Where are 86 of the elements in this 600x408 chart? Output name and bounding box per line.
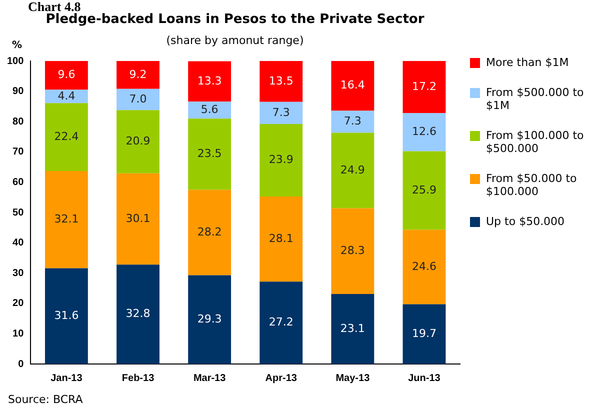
data-label: 23.1	[340, 322, 365, 335]
data-label: 23.5	[197, 147, 222, 160]
data-label: 16.4	[340, 78, 365, 92]
y-tick-label: 70	[12, 146, 24, 158]
bar	[188, 102, 232, 119]
y-axis-title: %	[12, 40, 22, 51]
bar	[188, 118, 232, 190]
data-label: 22.4	[54, 130, 79, 143]
y-tick-label: 100	[6, 56, 24, 67]
data-label: 23.9	[268, 153, 294, 166]
y-tick-label: 30	[12, 268, 24, 279]
bar	[260, 102, 303, 124]
bar	[331, 294, 374, 364]
y-tick-label: 80	[12, 116, 24, 128]
bar	[402, 151, 446, 230]
data-label: 9.2	[129, 68, 147, 81]
bar	[116, 61, 160, 89]
data-label: 17.2	[412, 80, 436, 93]
data-label: 13.5	[268, 74, 294, 88]
bar	[116, 110, 160, 174]
y-tick-label: 10	[12, 328, 24, 340]
data-label: 29.3	[197, 312, 222, 326]
x-tick-label: Apr-13	[265, 372, 298, 384]
data-label: 31.6	[54, 308, 79, 322]
chart-subtitle: (share by amonut range)	[166, 34, 304, 47]
y-tick-label: 90	[12, 86, 24, 98]
bar	[188, 275, 232, 364]
data-label: 24.9	[340, 163, 365, 176]
data-label: 7.0	[129, 92, 147, 106]
data-label: 32.8	[126, 307, 150, 320]
bar	[44, 103, 88, 171]
bar	[402, 230, 446, 304]
x-tick-label: Jun-13	[408, 372, 441, 384]
bar	[402, 113, 446, 152]
y-tick-label: 0	[18, 358, 24, 370]
bar	[44, 170, 88, 268]
data-label: 19.7	[412, 327, 436, 340]
legend-label: More than $1M	[486, 56, 569, 69]
data-label: 28.2	[197, 225, 222, 238]
bar	[331, 132, 374, 208]
bar	[116, 88, 160, 110]
bar	[44, 268, 88, 364]
data-label: 32.1	[54, 212, 79, 226]
x-tick-label: Jan-13	[50, 372, 83, 384]
y-tick-label: 20	[12, 298, 24, 310]
bar	[260, 61, 303, 102]
y-tick-label: 50	[12, 207, 24, 218]
data-label: 9.6	[58, 68, 76, 82]
data-label: 13.3	[197, 74, 222, 88]
bar	[331, 61, 374, 111]
caption: Chart 4.8	[28, 0, 81, 14]
data-label: 28.3	[340, 244, 365, 257]
data-label: 28.1	[268, 232, 294, 245]
bar	[188, 190, 232, 276]
x-tick-label: Mar-13	[193, 372, 226, 384]
data-label: 5.6	[200, 102, 218, 116]
bar	[188, 61, 232, 102]
y-tick-label: 60	[12, 176, 24, 188]
bar	[331, 208, 374, 294]
bar	[260, 282, 303, 364]
legend-label: Up to $50.000	[486, 215, 565, 228]
bar	[116, 173, 160, 265]
data-label: 25.9	[412, 183, 436, 196]
data-label: 4.4	[58, 89, 76, 102]
legend-label: From $500.000 to $1M	[486, 86, 585, 112]
bar	[402, 304, 446, 364]
bar	[402, 61, 446, 114]
data-label: 7.3	[272, 106, 290, 119]
bar	[260, 196, 303, 282]
x-tick-label: May-13	[336, 372, 370, 384]
legend-label: From $100.000 to $500.000	[486, 129, 585, 155]
data-label: 30.1	[126, 212, 150, 225]
bar	[260, 124, 303, 196]
chart-title: Pledge-backed Loans in Pesos to the Private Sector	[44, 12, 426, 27]
data-label: 27.2	[268, 316, 294, 329]
bar	[116, 264, 160, 364]
data-label: 12.6	[412, 125, 436, 138]
legend-label: From $50.000 to $100.000	[486, 172, 578, 198]
bar	[44, 61, 88, 90]
data-label: 7.3	[344, 114, 362, 128]
y-tick-label: 40	[12, 238, 24, 249]
data-label: 24.6	[412, 260, 436, 273]
bar	[331, 110, 374, 133]
data-label: 20.9	[126, 134, 150, 148]
source-note: Source: BCRA	[8, 393, 83, 406]
x-tick-label: Feb-13	[122, 372, 155, 384]
